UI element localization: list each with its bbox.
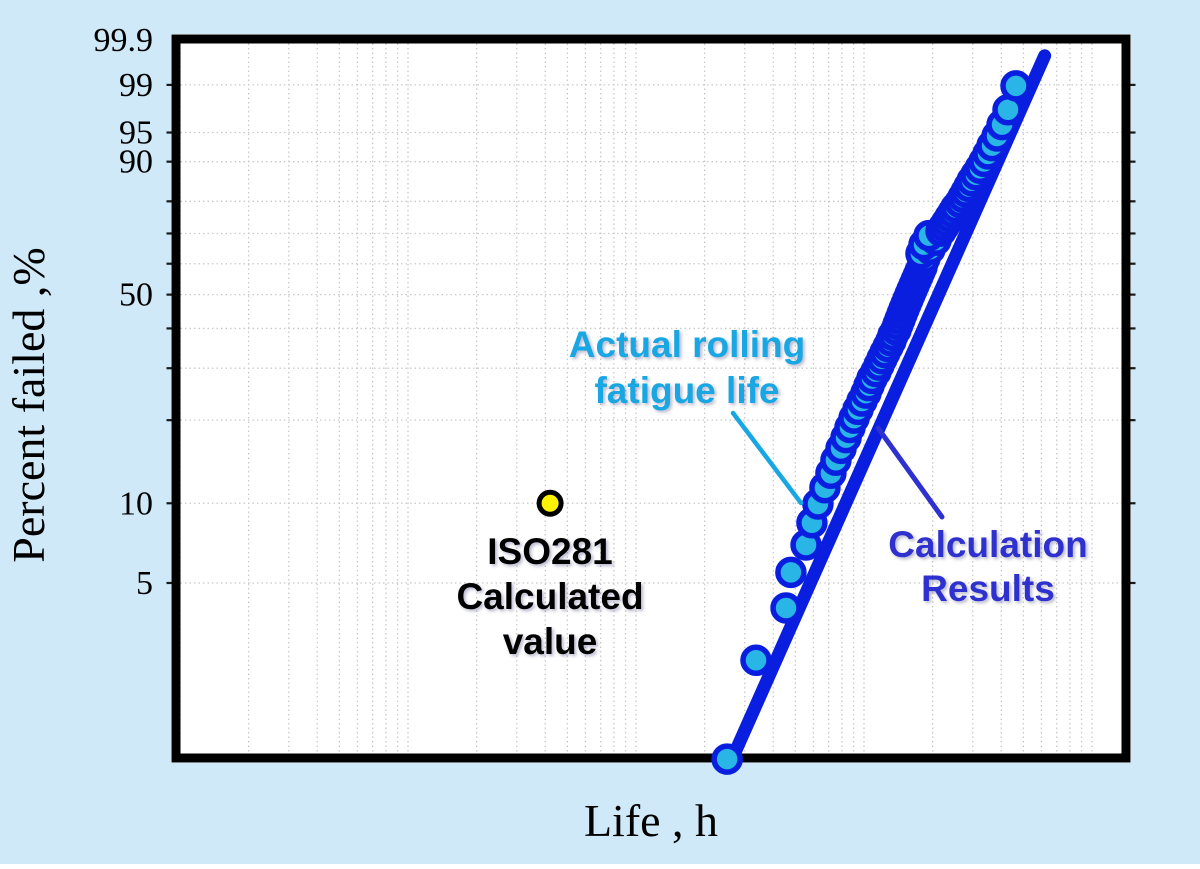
annotation-texts: Actual rolling fatigue life CalculationRes… <box>456 324 1087 662</box>
y-tick-label: 90 <box>119 144 153 181</box>
y-tick-label: 99 <box>119 67 153 104</box>
axis-ticks <box>166 83 1136 585</box>
actual-callout-line <box>730 410 804 506</box>
calc-label-line: Calculation <box>888 524 1087 565</box>
actual-label-line: Actual rolling <box>569 324 805 365</box>
y-tick-label: 10 <box>119 485 153 522</box>
plot-frame <box>171 34 1131 763</box>
iso-label-line: value <box>503 621 598 662</box>
iso281-point-marker <box>536 489 564 517</box>
calc-callout-line <box>875 425 945 520</box>
iso281-calculated-point <box>536 489 564 517</box>
actual-life-scatter-series <box>711 70 1032 775</box>
y-tick-label: 95 <box>119 115 153 152</box>
data-point <box>1000 70 1032 102</box>
data-point <box>711 743 743 775</box>
y-tick-label: 5 <box>136 565 153 602</box>
iso-label-line: ISO281 <box>487 531 612 572</box>
x-axis-title: Life , h <box>584 795 718 846</box>
calc-label-line: Results <box>921 568 1055 609</box>
data-point <box>770 592 802 624</box>
data-point <box>775 556 807 589</box>
data-point <box>740 644 772 677</box>
actual-label-line: fatigue life <box>594 370 779 411</box>
y-axis-title: Percent failed ,% <box>3 247 54 562</box>
annotation-callout-lines <box>730 410 945 520</box>
iso-label-line: Calculated <box>456 576 643 617</box>
y-tick-label: 50 <box>119 277 153 314</box>
gridlines <box>179 43 1122 754</box>
y-tick-label: 99.9 <box>94 22 154 59</box>
